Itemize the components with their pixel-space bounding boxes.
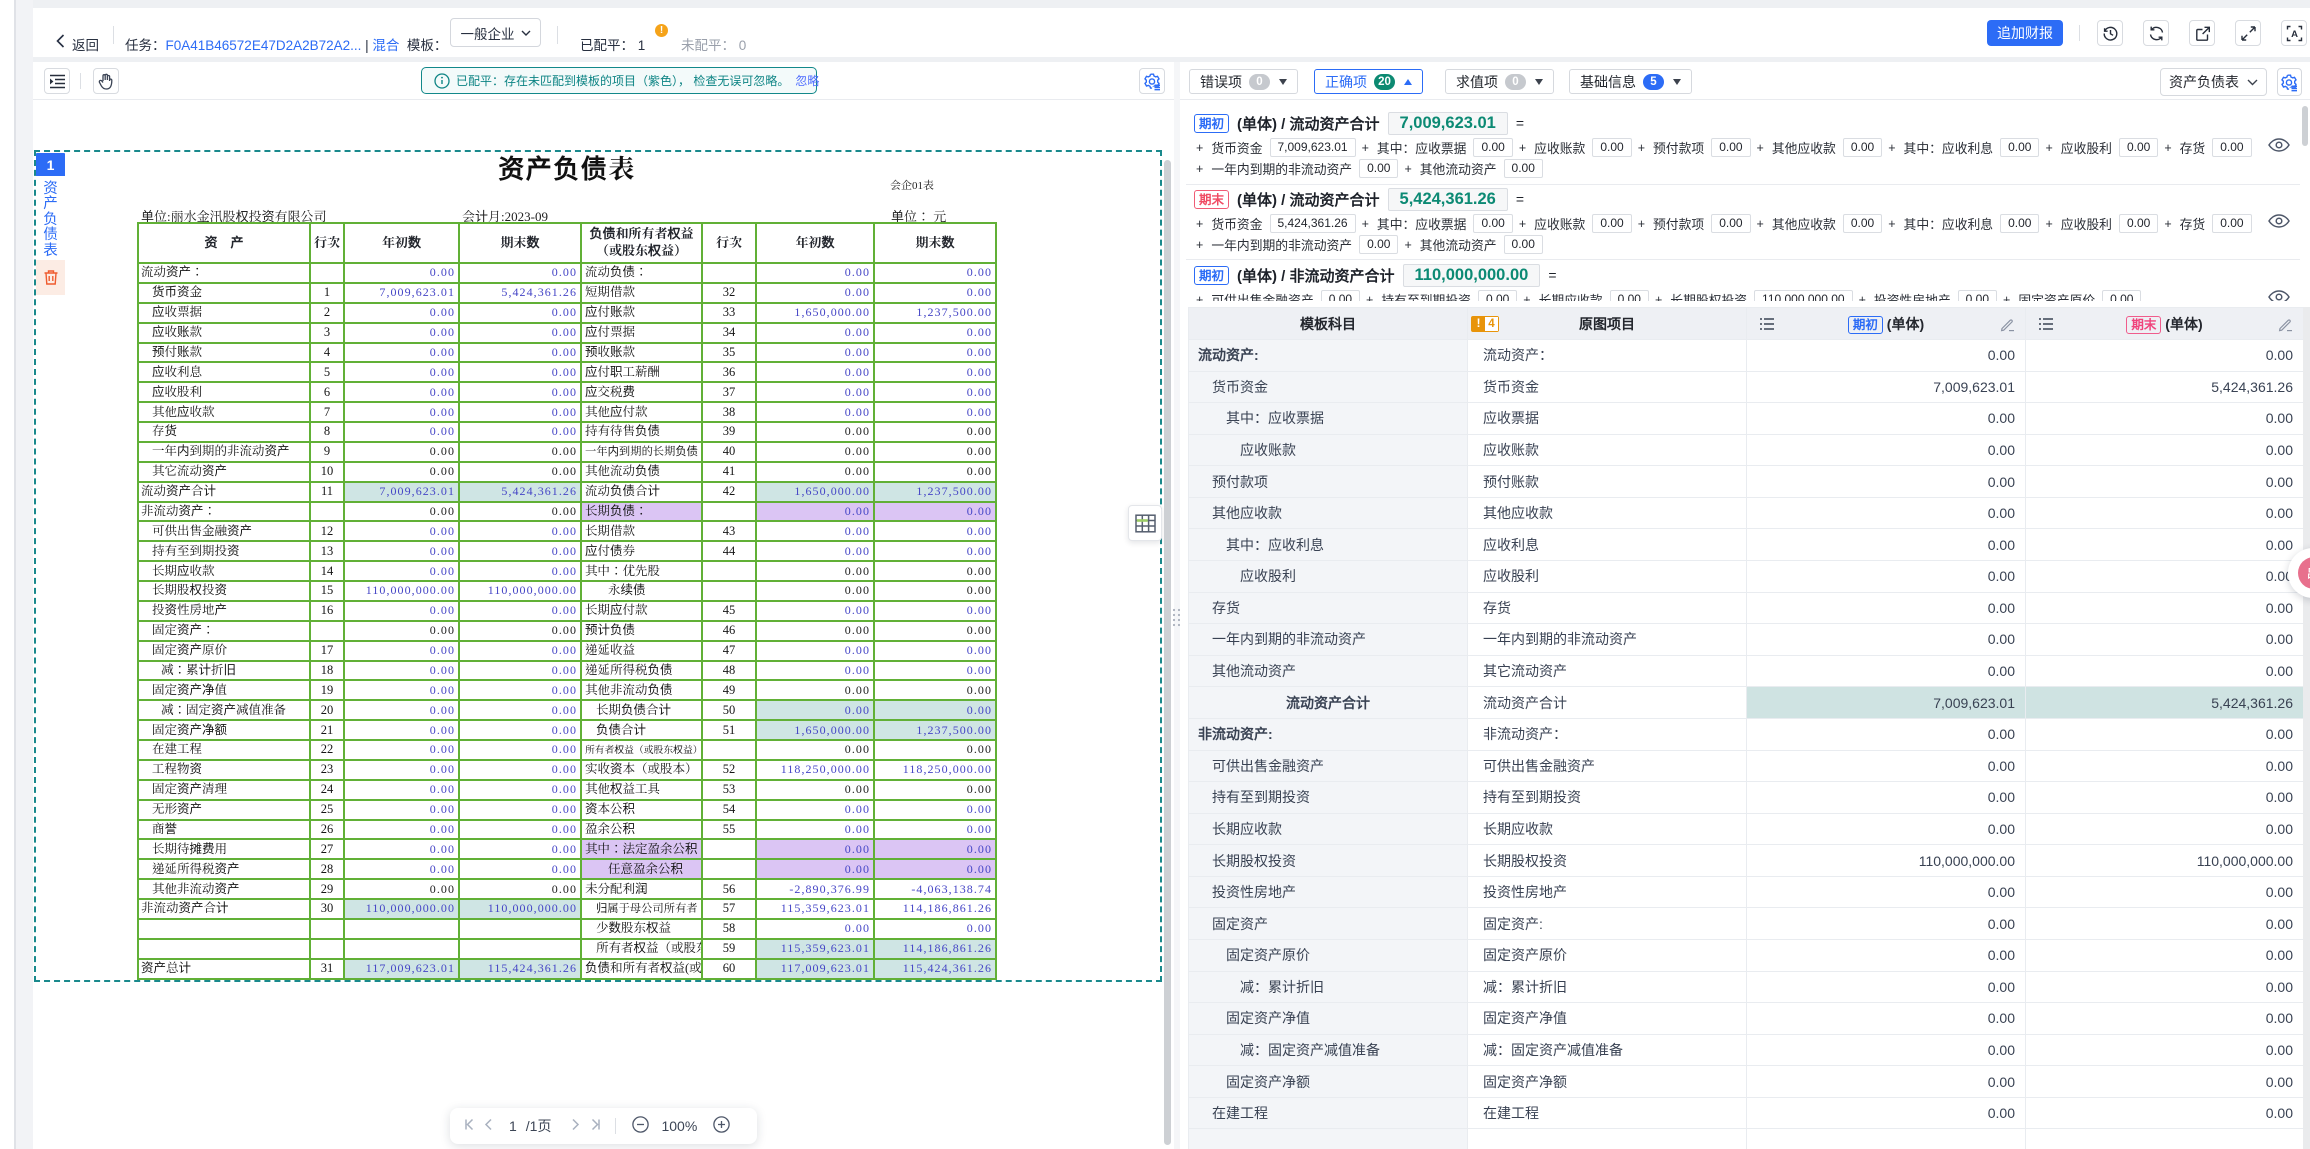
svg-text:A: A bbox=[2291, 28, 2298, 39]
